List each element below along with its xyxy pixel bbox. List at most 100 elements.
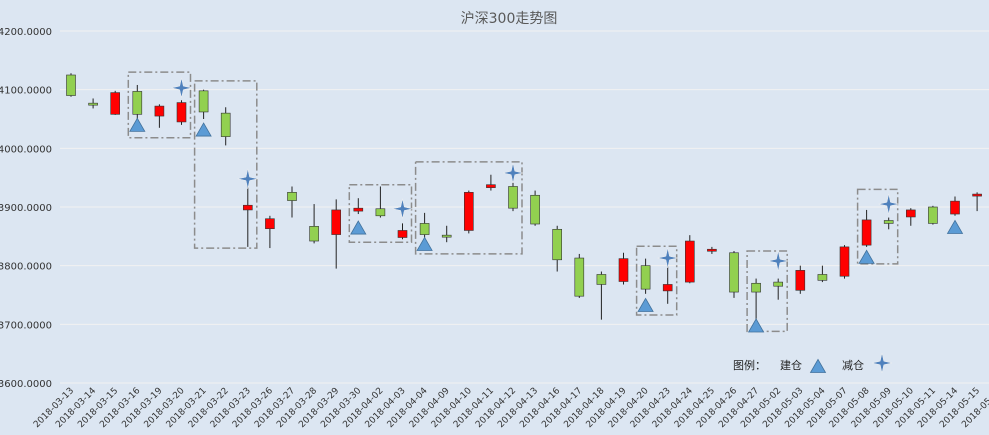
candle [220, 107, 231, 146]
candle [552, 225, 563, 272]
reduce-marker [392, 198, 413, 219]
y-tick-label: 3900.0000 [0, 203, 52, 214]
candle [463, 190, 474, 234]
candle [88, 98, 98, 109]
candle-body [861, 219, 872, 246]
reduce-marker [171, 77, 192, 98]
candle-body [66, 74, 76, 96]
y-axis-ticks: 3600.0000 3700.0000 3800.0000 3900.0000 4000… [0, 27, 52, 390]
highlight-boxes [127, 71, 899, 333]
highlight-box [414, 161, 523, 255]
candle-body [552, 228, 563, 261]
candle-body [220, 112, 231, 137]
legend-build-label: 建仓 [780, 358, 802, 372]
candle [596, 271, 607, 320]
markers [129, 77, 964, 333]
candle [618, 252, 629, 285]
candle [287, 186, 297, 218]
y-tick-label: 4000.0000 [0, 144, 52, 155]
candle-body [486, 184, 496, 188]
build-marker [350, 220, 367, 235]
candle [905, 208, 916, 226]
candle-body [243, 204, 253, 211]
candle [928, 205, 938, 225]
candle-body [132, 91, 143, 115]
highlight-box [635, 245, 678, 316]
candle-body [287, 192, 297, 201]
candle [486, 174, 496, 191]
candle-body [198, 90, 209, 113]
candle-body [508, 186, 518, 209]
candle-body [729, 252, 739, 293]
candle [950, 196, 960, 216]
candle [353, 198, 364, 215]
candle [331, 199, 342, 269]
candle [154, 104, 165, 128]
legend-reduce-label: 减仓 [842, 358, 864, 372]
gridlines [60, 30, 989, 384]
build-marker [858, 249, 875, 264]
candle [530, 190, 540, 226]
candle-body [707, 248, 717, 252]
legend-title: 图例： [733, 358, 766, 372]
candle-body [618, 258, 629, 282]
candle-body [972, 193, 982, 197]
candle-body [419, 223, 430, 235]
candle [883, 217, 894, 230]
candle [419, 212, 430, 238]
candle-body [265, 218, 275, 230]
reduce-marker [237, 168, 258, 189]
candle-body [751, 282, 761, 293]
candle [861, 209, 872, 247]
candle [839, 245, 850, 279]
candle [132, 84, 143, 119]
candle-body [574, 257, 585, 297]
candle-body [662, 284, 673, 292]
candle [243, 180, 253, 247]
build-marker [416, 236, 433, 251]
candle [66, 73, 76, 97]
reduce-marker [878, 194, 899, 215]
y-tick-label: 4200.0000 [0, 27, 52, 38]
candle [729, 251, 739, 298]
reduce-marker [768, 250, 789, 272]
candle-body [110, 92, 120, 115]
y-tick-label: 3700.0000 [0, 320, 52, 331]
build-marker [747, 318, 765, 333]
candle-body [331, 209, 342, 235]
legend: 图例： 建仓 减仓 [733, 352, 893, 374]
candle [640, 258, 651, 294]
candle [972, 192, 982, 212]
candle-body [463, 192, 474, 231]
candle-body [88, 102, 98, 106]
y-tick-label: 4100.0000 [0, 86, 52, 97]
build-marker [129, 117, 146, 132]
candle [176, 100, 187, 125]
candle [751, 278, 761, 325]
candle-body [441, 234, 452, 238]
candle [773, 278, 784, 300]
candle-body [596, 274, 607, 285]
y-tick-label: 3800.0000 [0, 262, 52, 273]
candle [662, 265, 673, 304]
candle [110, 90, 120, 115]
candle [684, 235, 695, 284]
build-marker [946, 219, 964, 234]
candle [817, 265, 828, 283]
candle [309, 204, 319, 244]
candle [574, 253, 585, 298]
highlight-box [193, 80, 258, 249]
legend-build-symbol [809, 358, 827, 373]
candle-body [773, 281, 784, 287]
candle-body [928, 206, 938, 224]
candle-body [640, 265, 651, 290]
highlight-box [348, 183, 413, 243]
legend-reduce-symbol [871, 352, 893, 374]
candle-body [154, 105, 165, 117]
candle-body [839, 246, 850, 277]
candle [375, 186, 386, 218]
candles [66, 73, 982, 325]
candle-body [817, 274, 828, 281]
candle-body [309, 226, 319, 242]
